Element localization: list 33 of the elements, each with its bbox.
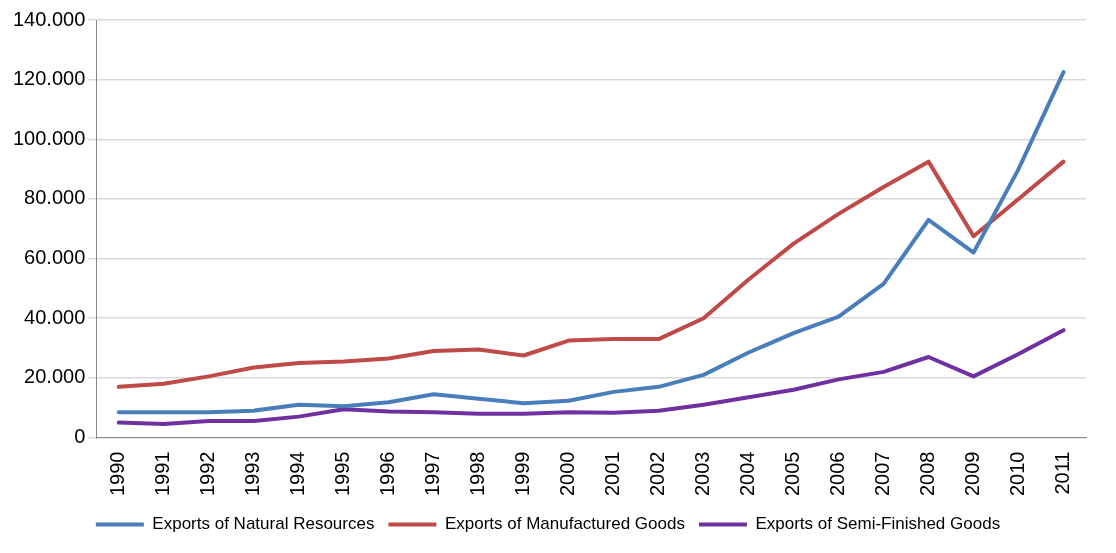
y-tick-label: 140.000 <box>13 7 86 30</box>
x-tick-label: 2009 <box>961 451 984 497</box>
x-tick-label: 2008 <box>916 451 939 497</box>
y-tick-label: 80.000 <box>24 186 86 209</box>
x-tick-label: 1998 <box>466 451 489 497</box>
x-tick-label: 1990 <box>106 451 129 497</box>
x-tick-label: 2010 <box>1006 451 1029 497</box>
legend-label: Exports of Manufactured Goods <box>444 514 685 534</box>
x-tick-label: 2000 <box>556 451 579 497</box>
y-tick-label: 0 <box>74 425 86 448</box>
x-tick-label: 2011 <box>1051 451 1074 495</box>
x-tick-label: 1993 <box>241 451 264 497</box>
legend-label: Exports of Natural Resources <box>152 514 375 534</box>
x-tick-label: 1995 <box>331 451 354 497</box>
y-tick-label: 40.000 <box>24 305 86 328</box>
x-tick-label: 2002 <box>646 451 669 497</box>
y-tick-label: 60.000 <box>24 246 86 269</box>
x-tick-label: 1992 <box>196 451 219 497</box>
legend-label: Exports of Semi-Finished Goods <box>755 514 1001 534</box>
x-tick-label: 1997 <box>421 451 444 497</box>
x-tick-label: 2004 <box>736 451 759 497</box>
x-tick-label: 1999 <box>511 451 534 497</box>
x-tick-label: 1996 <box>376 451 399 497</box>
x-tick-label: 1991 <box>151 451 174 497</box>
x-tick-label: 2007 <box>871 451 894 497</box>
y-tick-label: 120.000 <box>13 67 86 90</box>
x-tick-label: 2005 <box>781 451 804 497</box>
x-tick-label: 2001 <box>601 451 624 497</box>
x-tick-label: 2006 <box>826 451 849 497</box>
x-tick-label: 2003 <box>691 451 714 497</box>
y-tick-label: 100.000 <box>13 126 86 149</box>
x-tick-label: 1994 <box>286 451 309 497</box>
y-tick-label: 20.000 <box>24 365 86 388</box>
